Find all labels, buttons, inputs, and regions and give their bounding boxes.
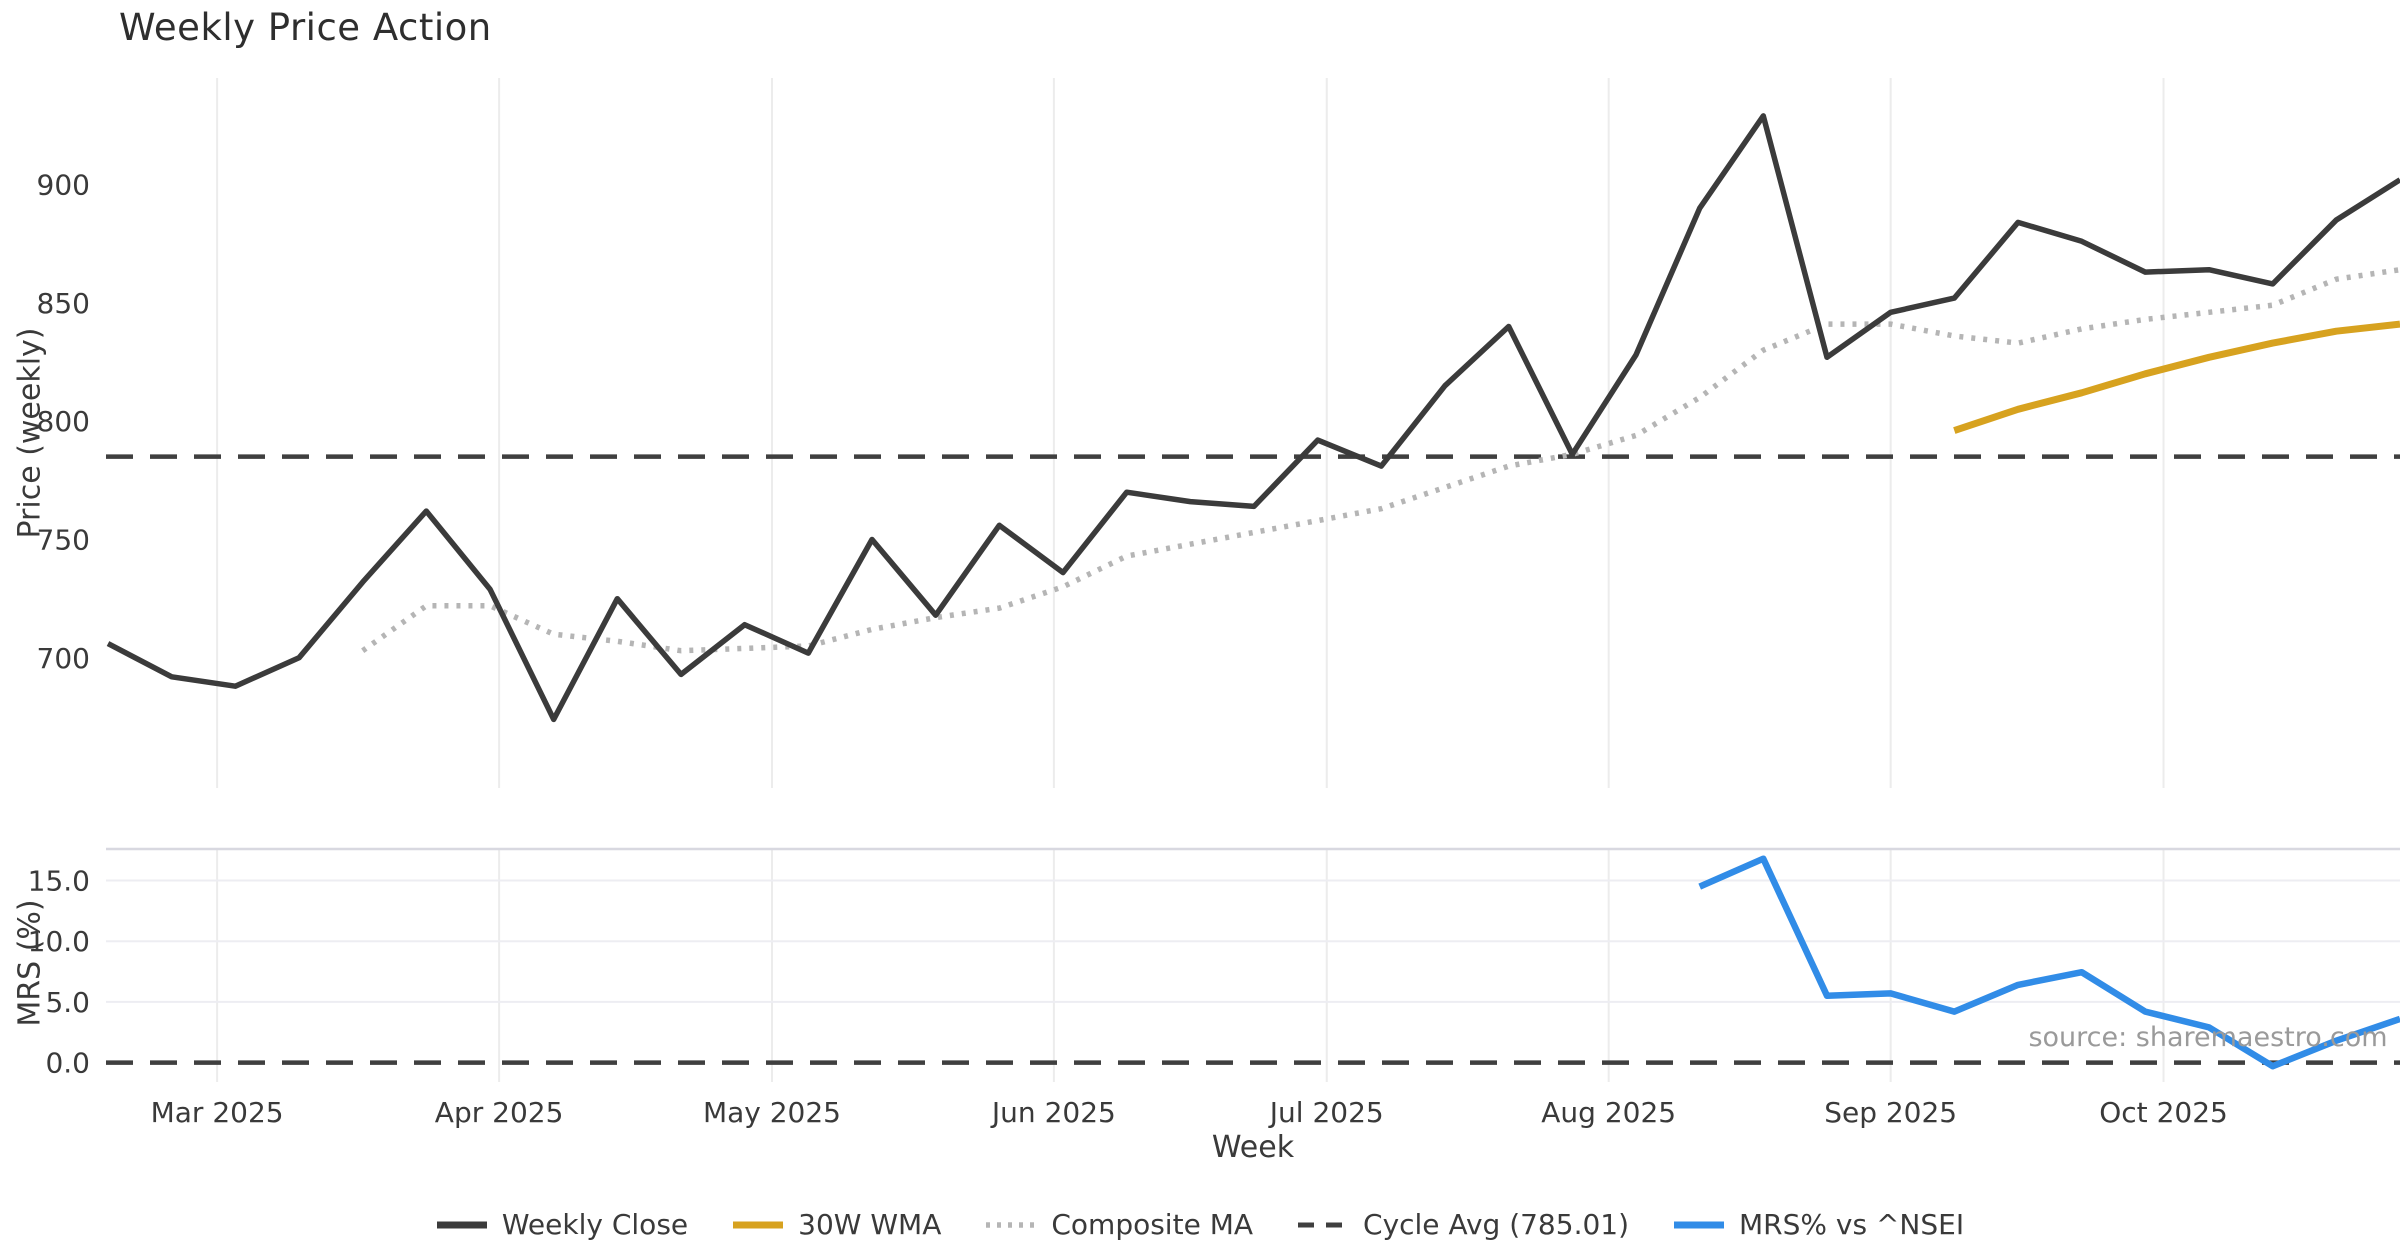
svg-text:May 2025: May 2025	[703, 1096, 841, 1129]
legend-label: Weekly Close	[501, 1208, 689, 1241]
composite-ma-line	[361, 266, 2400, 654]
chart-legend: Weekly Close 30W WMA Composite MA Cycle Avg…	[0, 1208, 2400, 1241]
legend-item: MRS% vs ^NSEI	[1673, 1208, 1964, 1241]
page-title: Weekly Price Action	[119, 6, 492, 49]
legend-label: Composite MA	[1051, 1208, 1254, 1241]
mrs-axis-label: MRS (%)	[12, 899, 48, 1027]
legend-label: MRS% vs ^NSEI	[1739, 1208, 1965, 1241]
legend-label: 30W WMA	[798, 1208, 942, 1241]
source-note: source: sharemaestro.com	[2028, 1022, 2387, 1053]
legend-label: Cycle Avg (785.01)	[1363, 1208, 1630, 1241]
legend-swatch-solid	[733, 1221, 784, 1228]
svg-text:900: 900	[37, 169, 90, 202]
mrs-ytick-labels: 0.0 5.0 10.0 15.0	[28, 865, 90, 1080]
mrs-nsei-line	[1698, 855, 2400, 1070]
svg-text:0.0: 0.0	[45, 1047, 90, 1080]
legend-item: Composite MA	[985, 1208, 1253, 1241]
legend-swatch-solid	[436, 1221, 487, 1228]
mrs-gridlines	[106, 879, 2400, 1003]
svg-text:Jul 2025: Jul 2025	[1268, 1096, 1384, 1129]
price-ytick-labels: 700 750 800 850 900	[37, 169, 90, 675]
svg-text:Aug 2025: Aug 2025	[1541, 1096, 1676, 1129]
svg-text:Apr 2025: Apr 2025	[435, 1096, 564, 1129]
x-axis-label: Week	[1211, 1130, 1295, 1165]
svg-text:Jun 2025: Jun 2025	[990, 1096, 1116, 1129]
wma-30w-line	[1953, 320, 2400, 434]
xtick-labels: Mar 2025 Apr 2025 May 2025 Jun 2025 Jul 2025…	[151, 1096, 2228, 1129]
legend-item: Weekly Close	[436, 1208, 688, 1241]
svg-text:Sep 2025: Sep 2025	[1824, 1096, 1957, 1129]
legend-item: 30W WMA	[732, 1208, 941, 1241]
svg-text:5.0: 5.0	[45, 986, 90, 1019]
svg-text:800: 800	[37, 405, 90, 438]
svg-text:Oct 2025: Oct 2025	[2099, 1096, 2228, 1129]
legend-swatch-solid	[1674, 1221, 1725, 1228]
svg-text:700: 700	[37, 642, 90, 675]
svg-text:750: 750	[37, 524, 90, 557]
legend-swatch-dotted	[986, 1221, 1037, 1228]
svg-text:15.0: 15.0	[28, 865, 90, 898]
price-axis-label: Price (weekly)	[12, 327, 48, 539]
month-gridlines	[216, 78, 2165, 1082]
legend-swatch-dashed	[1298, 1222, 1349, 1227]
svg-text:10.0: 10.0	[28, 925, 90, 958]
svg-text:850: 850	[37, 287, 90, 320]
svg-text:Mar 2025: Mar 2025	[151, 1096, 284, 1129]
legend-item: Cycle Avg (785.01)	[1297, 1208, 1629, 1241]
weekly-close-line	[106, 113, 2400, 723]
